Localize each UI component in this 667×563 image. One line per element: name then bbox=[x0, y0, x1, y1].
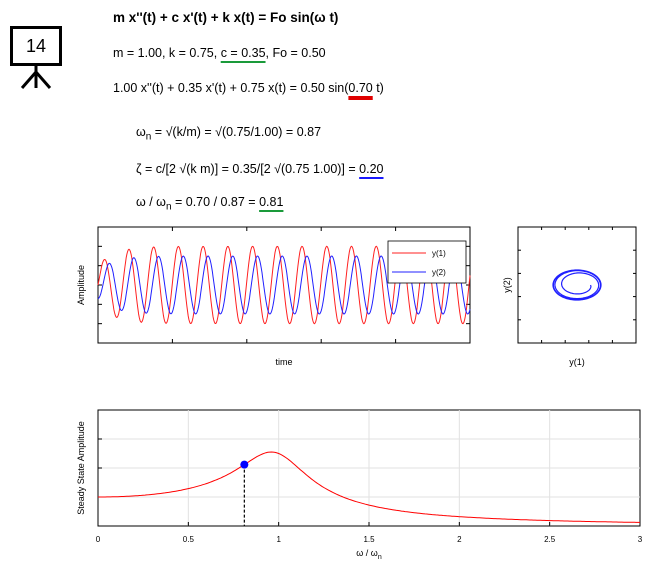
damping-param: c = 0.35 bbox=[220, 46, 266, 60]
legend-label-y1: y(1) bbox=[432, 249, 446, 258]
resonance-grid bbox=[97, 410, 641, 526]
parameters-line: m = 1.00, k = 0.75, c = 0.35, Fo = 0.50 bbox=[113, 46, 326, 60]
resonance-xlabel-sub: n bbox=[378, 554, 382, 561]
xtick-label: 2.5 bbox=[544, 535, 556, 544]
badge-number: 14 bbox=[10, 26, 62, 66]
time-xlabel: time bbox=[275, 357, 292, 367]
ratio-sub: n bbox=[165, 201, 172, 213]
natural-frequency-line: ωn = √(k/m) = √(0.75/1.00) = 0.87 bbox=[136, 125, 321, 143]
xtick-label: 2 bbox=[457, 535, 462, 544]
resonance-ylabel: Steady State Amplitude bbox=[76, 421, 86, 515]
resonance-chart: 0 0.5 1 1.5 2 2.5 3 ω / ωn Steady State … bbox=[76, 409, 643, 561]
phase-trajectory bbox=[552, 269, 602, 301]
xtick-label: 0 bbox=[96, 535, 101, 544]
phase-xlabel: y(1) bbox=[569, 357, 585, 367]
resonance-xlabel-main: ω / ω bbox=[356, 548, 378, 558]
time-ylabel: Amplitude bbox=[76, 265, 86, 305]
series-line-1 bbox=[97, 245, 471, 325]
frequency-ratio-line: ω / ωn = 0.70 / 0.87 = 0.81 bbox=[136, 195, 283, 213]
time-legend: y(1) y(2) bbox=[387, 240, 467, 284]
resonance-xtick-labels: 0 0.5 1 1.5 2 2.5 3 bbox=[96, 535, 643, 544]
instance-right: t) bbox=[372, 81, 384, 95]
ratio-label: ω / ω bbox=[136, 195, 166, 209]
phase-ylabel: y(2) bbox=[502, 277, 512, 293]
resonance-xlabel: ω / ωn bbox=[356, 548, 382, 561]
xtick-label: 1.5 bbox=[363, 535, 375, 544]
params-mk: m = 1.00, k = 0.75, bbox=[113, 46, 221, 60]
params-fo: , Fo = 0.50 bbox=[265, 46, 326, 60]
equation-title: m x''(t) + c x'(t) + k x(t) = Fo sin(ω t… bbox=[113, 10, 339, 25]
easel-icon bbox=[20, 66, 52, 89]
xtick-label: 3 bbox=[638, 535, 643, 544]
forcing-frequency: 0.70 bbox=[348, 81, 373, 95]
ratio-value: 0.81 bbox=[259, 195, 284, 209]
omega-symbol: ω bbox=[136, 125, 146, 139]
damping-ratio-line: ζ = c/[2 √(k m)] = 0.35/[2 √(0.75 1.00)]… bbox=[136, 162, 384, 176]
xtick-label: 1 bbox=[276, 535, 281, 544]
xtick-label: 0.5 bbox=[183, 535, 195, 544]
legend-box bbox=[387, 240, 467, 284]
time-series-chart: y(1) y(2) time Amplitude bbox=[76, 226, 471, 367]
instance-left: 1.00 x''(t) + 0.35 x'(t) + 0.75 x(t) = 0… bbox=[113, 81, 349, 95]
lesson-badge: 14 bbox=[8, 26, 68, 89]
zeta-value: 0.20 bbox=[359, 162, 384, 176]
phase-portrait-chart: y(1) y(2) bbox=[502, 226, 637, 367]
time-axis-ticks bbox=[98, 227, 470, 343]
phase-axis-ticks bbox=[518, 227, 636, 343]
wn-formula: = √(k/m) = √(0.75/1.00) = 0.87 bbox=[151, 125, 322, 139]
instance-equation: 1.00 x''(t) + 0.35 x'(t) + 0.75 x(t) = 0… bbox=[113, 81, 384, 95]
phase-plot-frame bbox=[517, 226, 637, 344]
resonance-curve bbox=[98, 451, 640, 523]
zeta-formula: ζ = c/[2 √(k m)] = 0.35/[2 √(0.75 1.00)]… bbox=[136, 162, 360, 176]
omega-sub: n bbox=[145, 131, 152, 143]
ratio-formula: = 0.70 / 0.87 = bbox=[171, 195, 260, 209]
operating-point-marker bbox=[240, 460, 249, 469]
legend-label-y2: y(2) bbox=[432, 268, 446, 277]
